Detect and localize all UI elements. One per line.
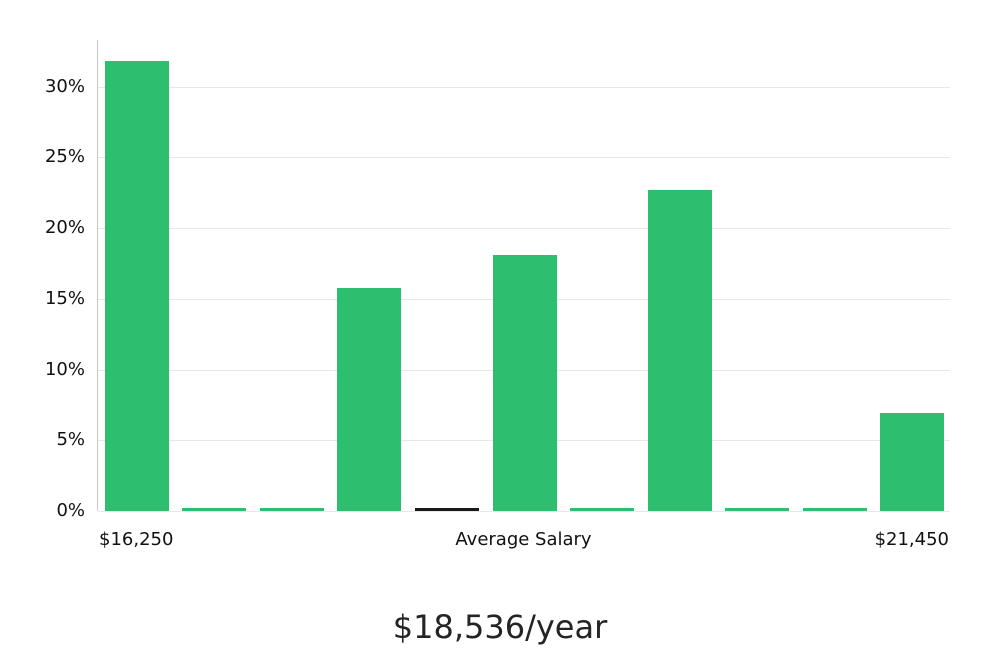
distribution-bar-3	[337, 287, 402, 511]
distribution-bar-10	[880, 413, 945, 511]
x-label-max-salary: $21,450	[874, 529, 949, 550]
x-label-min-salary: $16,250	[99, 529, 174, 550]
gridline-25pct	[98, 157, 950, 159]
average-salary-marker-bar	[414, 508, 479, 511]
distribution-bar-6	[570, 508, 635, 511]
distribution-bar-1	[182, 508, 247, 511]
distribution-bar-2	[259, 508, 324, 511]
gridline-0pct	[98, 511, 950, 512]
x-axis-tick-labels: $16,250 Average Salary $21,450	[97, 529, 950, 555]
distribution-bar-0	[104, 61, 169, 511]
distribution-bar-5	[492, 255, 557, 511]
y-tick-label-15pct: 15%	[44, 287, 85, 309]
y-tick-label-10pct: 10%	[44, 358, 85, 380]
distribution-bar-8	[725, 508, 790, 511]
distribution-bar-9	[802, 508, 867, 511]
y-tick-label-25pct: 25%	[44, 146, 85, 168]
y-tick-label-0pct: 0%	[56, 500, 85, 521]
distribution-bar-7	[647, 189, 712, 511]
y-tick-label-5pct: 5%	[56, 429, 85, 451]
plot-area	[97, 40, 950, 512]
y-tick-label-20pct: 20%	[44, 217, 85, 239]
y-tick-label-30pct: 30%	[44, 75, 85, 97]
x-label-average-salary: Average Salary	[455, 529, 592, 550]
gridline-30pct	[98, 86, 950, 88]
gridline-20pct	[98, 228, 950, 230]
average-salary-title: $18,536/year	[392, 608, 608, 646]
